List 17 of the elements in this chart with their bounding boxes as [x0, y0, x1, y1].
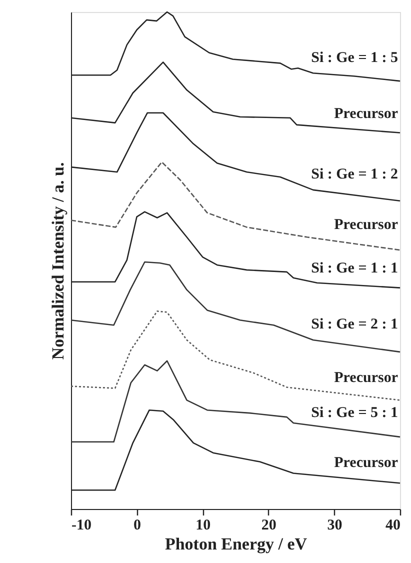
series-label: Si : Ge = 1 : 1: [311, 260, 398, 277]
x-tick-label: 0: [134, 518, 142, 534]
x-axis-title: Photon Energy / eV: [164, 534, 308, 554]
series-label: Precursor: [334, 106, 398, 122]
x-tick-label: 30: [327, 518, 342, 534]
series-label: Precursor: [334, 370, 398, 386]
x-tick-label: -10: [72, 518, 92, 534]
series-label: Si : Ge = 1 : 5: [311, 50, 398, 66]
series-label: Si : Ge = 1 : 2: [311, 166, 398, 182]
series-label: Precursor: [334, 217, 398, 234]
x-tick-label: 20: [261, 518, 276, 534]
series-label: Precursor: [334, 454, 398, 471]
y-axis-title: Normalized Intensity / a. u.: [48, 162, 68, 360]
series-label: Si : Ge = 2 : 1: [311, 316, 398, 333]
series-label: Si : Ge = 5 : 1: [311, 405, 398, 422]
x-tick-label: 40: [386, 518, 400, 534]
x-tick-label: 10: [196, 518, 211, 534]
